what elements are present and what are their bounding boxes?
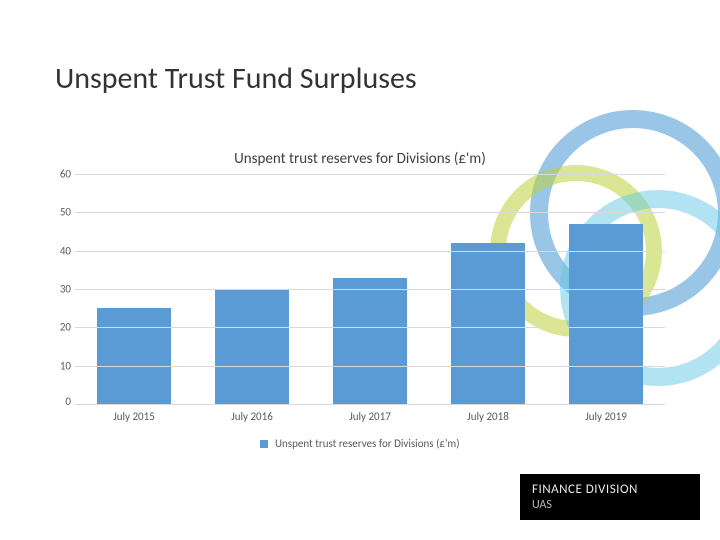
bar	[215, 289, 288, 404]
grid-line	[75, 404, 665, 405]
chart-plot-area: 0102030405060	[75, 174, 665, 404]
x-tick-label: July 2015	[75, 404, 193, 423]
y-tick-label: 0	[51, 395, 71, 408]
chart-title: Unspent trust reserves for Divisions (£'…	[55, 150, 665, 168]
grid-line	[75, 366, 665, 367]
footer-badge: FINANCE DIVISION UAS	[520, 474, 700, 520]
x-tick-label: July 2017	[311, 404, 429, 423]
legend-swatch-icon	[260, 440, 268, 448]
bar-chart: Unspent trust reserves for Divisions (£'…	[55, 150, 665, 450]
grid-line	[75, 327, 665, 328]
bar	[97, 308, 170, 404]
page-title: Unspent Trust Fund Surpluses	[55, 60, 417, 97]
x-tick-label: July 2018	[429, 404, 547, 423]
y-tick-label: 50	[51, 206, 71, 219]
y-tick-label: 30	[51, 283, 71, 296]
y-tick-label: 20	[51, 321, 71, 334]
x-tick-label: July 2019	[547, 404, 665, 423]
grid-line	[75, 289, 665, 290]
chart-legend: Unspent trust reserves for Divisions (£'…	[55, 437, 665, 450]
footer-line1: FINANCE DIVISION	[532, 482, 700, 497]
chart-x-axis: July 2015July 2016July 2017July 2018July…	[75, 404, 665, 423]
footer-line2: UAS	[532, 498, 700, 512]
bar	[451, 243, 524, 404]
grid-line	[75, 174, 665, 175]
grid-line	[75, 212, 665, 213]
grid-line	[75, 251, 665, 252]
x-tick-label: July 2016	[193, 404, 311, 423]
legend-label: Unspent trust reserves for Divisions (£'…	[275, 437, 460, 450]
y-tick-label: 40	[51, 244, 71, 257]
bar	[333, 278, 406, 405]
y-tick-label: 10	[51, 359, 71, 372]
y-tick-label: 60	[51, 168, 71, 181]
